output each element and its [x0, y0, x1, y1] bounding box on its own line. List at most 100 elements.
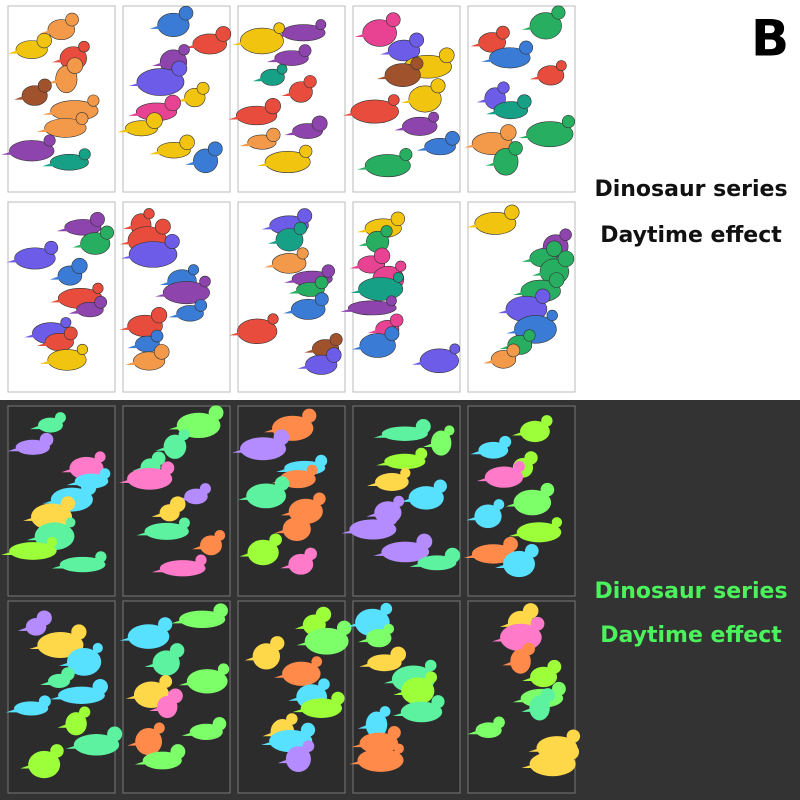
- dinosaur-body: [375, 473, 409, 491]
- dinosaur-tail: [57, 723, 69, 728]
- dinosaur-tail: [144, 663, 157, 668]
- dinosaur-tail: [392, 711, 407, 716]
- dinosaur-head: [75, 112, 89, 125]
- dinosaur-body: [358, 277, 404, 301]
- dinosaur-body: [288, 553, 314, 575]
- dinosaur-head: [65, 12, 79, 27]
- dinosaur-head: [199, 275, 211, 288]
- dinosaur-body: [152, 650, 180, 676]
- dinosaur-tail: [476, 477, 491, 482]
- dinosaur-head: [493, 499, 505, 510]
- dinosaur-body: [419, 348, 459, 373]
- dinosaur-head: [143, 208, 155, 220]
- dinosaur-body: [128, 241, 178, 268]
- dinosaur-tail: [495, 564, 508, 569]
- dinosaur-head: [71, 257, 88, 275]
- dinosaur-tail: [529, 75, 542, 80]
- dinosaur-head: [415, 447, 428, 460]
- dinosaur-body: [136, 68, 185, 96]
- dinosaur-head: [54, 412, 66, 424]
- dinosaur-tail: [239, 142, 252, 147]
- dinosaur-head: [188, 264, 200, 276]
- dinosaur-tail: [356, 228, 371, 233]
- dinosaur-head: [217, 663, 230, 675]
- dinosaur-head: [304, 547, 317, 561]
- dinosaur-head: [540, 688, 555, 703]
- dinosaur-tail: [502, 661, 514, 666]
- dinosaur-head: [46, 536, 58, 548]
- dinosaur-head: [497, 81, 510, 94]
- dinosaur-head: [212, 717, 227, 731]
- dinosaur-tail: [521, 764, 537, 769]
- variant-badge: B: [751, 10, 789, 68]
- dinosaur-tail: [367, 329, 380, 334]
- dinosaur-head: [60, 317, 72, 328]
- dinosaur-head: [415, 418, 431, 434]
- dinosaur-head: [496, 25, 510, 40]
- dinosaur-head: [293, 221, 307, 236]
- dinosaur-head: [99, 468, 111, 480]
- dinosaur-body: [537, 65, 565, 86]
- dinosaur-body: [260, 68, 285, 86]
- dinosaur-tail: [288, 289, 301, 294]
- dinosaur-body: [510, 648, 531, 674]
- dinosaur-head: [269, 533, 282, 546]
- dinosaur-head: [326, 347, 342, 363]
- dinosaur-head: [107, 726, 123, 742]
- dinosaur-body: [366, 628, 392, 648]
- dinosaur-head: [60, 496, 76, 511]
- dinosaur-head: [559, 228, 572, 241]
- dinosaur-tail: [119, 240, 134, 245]
- dinosaur-head: [388, 94, 400, 106]
- dinosaur-head: [71, 624, 87, 640]
- dinosaur-head: [390, 646, 407, 663]
- dinosaur-head: [208, 405, 224, 421]
- night-subtitle: Daytime effect: [600, 623, 782, 648]
- dinosaur-body: [66, 647, 102, 676]
- dinosaur-head: [524, 544, 539, 558]
- dinosaur-head: [264, 98, 281, 115]
- dinosaur-head: [385, 12, 401, 28]
- dinosaur-head: [551, 681, 566, 696]
- dinosaur-head: [400, 467, 411, 479]
- dinosaur-head: [311, 656, 323, 667]
- dinosaur-tail: [376, 75, 391, 80]
- dinosaur-head: [299, 144, 313, 158]
- dinosaur-head: [384, 326, 400, 341]
- dinosaur-head: [39, 432, 54, 447]
- dinosaur-tail: [354, 33, 368, 38]
- dinosaur-head: [313, 492, 326, 506]
- dinosaur-head: [161, 461, 175, 475]
- dinosaur-body: [282, 517, 311, 542]
- dinosaur-head: [315, 606, 332, 623]
- dinosaur-head: [154, 218, 171, 235]
- dinosaur-tail: [341, 529, 357, 534]
- dinosaur-tail: [367, 482, 381, 487]
- dinosaur-head: [38, 695, 51, 708]
- dinosaur-tail: [267, 239, 280, 244]
- dinosaur-tail: [470, 42, 483, 47]
- dinosaur-body: [348, 300, 397, 316]
- dinosaur-body: [359, 333, 396, 358]
- dinosaur-body: [300, 698, 343, 718]
- dinosaur-head: [557, 250, 575, 268]
- dinosaur-head: [523, 329, 536, 342]
- dinosaur-tail: [178, 681, 193, 686]
- dinosaur-tail: [380, 50, 393, 55]
- dinosaur-body: [14, 247, 56, 270]
- day-title: Dinosaur series: [594, 177, 787, 202]
- dinosaur-body: [162, 281, 210, 305]
- dinosaur-tail: [51, 564, 67, 569]
- dinosaur-body: [478, 441, 509, 459]
- dinosaur-tail: [36, 127, 51, 132]
- dinosaur-head: [92, 282, 104, 294]
- dinosaur-head: [274, 476, 290, 491]
- dinosaur-tail: [464, 143, 479, 148]
- dinosaur-body: [402, 116, 438, 136]
- dinosaur-tail: [492, 637, 507, 642]
- dinosaur-body: [239, 27, 284, 55]
- dinosaur-head: [499, 435, 512, 448]
- dinosaur-tail: [151, 568, 167, 573]
- dinosaur-tail: [228, 115, 243, 120]
- dinosaur-tail: [24, 333, 38, 338]
